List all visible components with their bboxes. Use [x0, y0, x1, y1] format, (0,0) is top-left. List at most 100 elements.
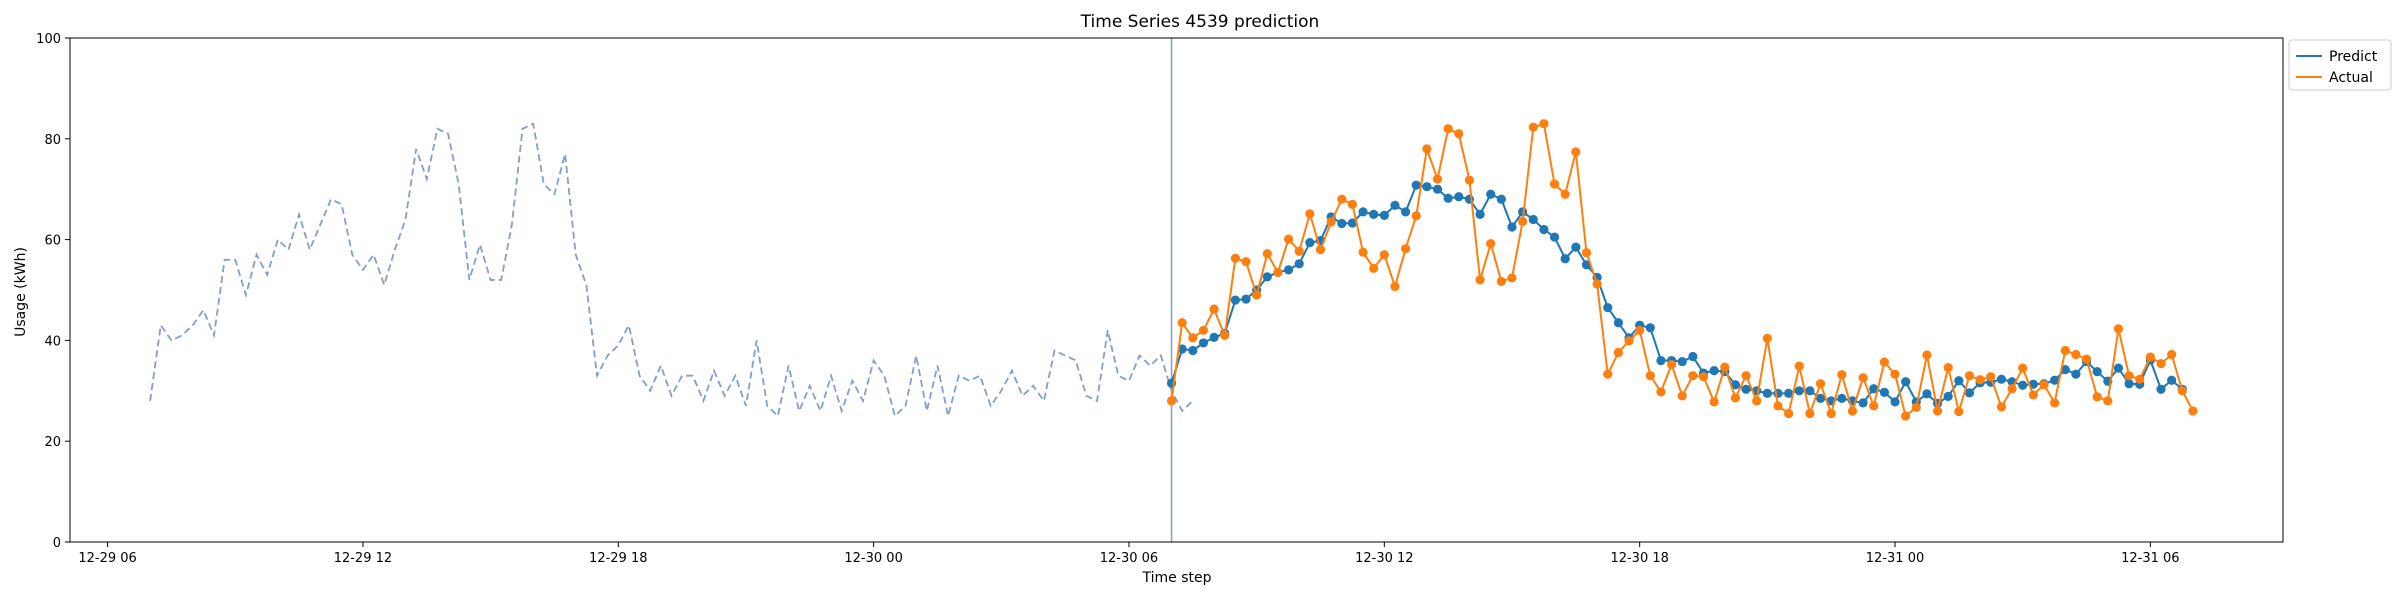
data-point-predict — [1358, 207, 1368, 217]
data-point-predict — [1294, 259, 1304, 269]
data-point-actual — [1932, 406, 1943, 416]
y-axis-ticks: 0 20 40 60 80 100 — [36, 32, 70, 551]
data-point-actual — [1422, 144, 1432, 154]
data-point-predict — [1241, 294, 1251, 304]
data-point-actual — [1528, 122, 1538, 132]
data-point-predict — [1528, 214, 1538, 225]
data-point-actual — [1401, 244, 1411, 254]
data-point-predict — [1475, 209, 1485, 219]
data-point-actual — [1166, 396, 1177, 406]
data-point-predict — [1549, 232, 1560, 242]
data-point-actual — [2039, 380, 2049, 390]
data-point-actual — [1752, 396, 1762, 406]
data-point-actual — [1188, 333, 1198, 343]
data-point-predict — [1922, 389, 1932, 399]
data-point-actual — [1656, 387, 1666, 397]
data-point-predict — [2167, 375, 2177, 385]
data-point-predict — [2124, 379, 2134, 389]
data-point-actual — [1709, 397, 1719, 407]
y-tick-label: 0 — [53, 536, 61, 551]
data-point-actual — [1986, 372, 1996, 382]
data-point-predict — [1964, 388, 1975, 398]
data-point-actual — [1464, 175, 1475, 185]
data-point-actual — [1283, 234, 1294, 244]
data-point-actual — [1305, 209, 1315, 219]
data-point-predict — [1496, 194, 1506, 204]
data-point-predict — [2060, 365, 2070, 375]
y-tick-label: 80 — [44, 133, 61, 148]
data-point-actual — [1432, 174, 1443, 184]
data-point-actual — [2145, 352, 2155, 362]
data-point-actual — [2071, 349, 2081, 360]
x-tick-label: 12-31 00 — [1866, 551, 1924, 566]
plot-area — [149, 38, 2198, 542]
data-point-actual — [1784, 408, 1794, 419]
data-point-actual — [2028, 390, 2038, 400]
data-point-predict — [2018, 380, 2028, 390]
data-point-predict — [1656, 355, 1666, 366]
data-point-actual — [1230, 253, 1240, 263]
data-point-actual — [1443, 124, 1453, 134]
x-tick-label: 12-30 12 — [1355, 551, 1413, 566]
data-point-actual — [1677, 391, 1687, 401]
data-point-actual — [1954, 406, 1964, 417]
x-tick-label: 12-29 18 — [589, 551, 647, 566]
data-point-predict — [1709, 366, 1719, 376]
data-point-predict — [1879, 387, 1889, 397]
data-point-actual — [1603, 369, 1613, 379]
data-point-predict — [1762, 388, 1772, 398]
data-point-actual — [1220, 330, 1230, 340]
data-point-predict — [2071, 369, 2081, 379]
y-axis-label: Usage (kWh) — [13, 247, 29, 337]
data-point-actual — [1326, 217, 1336, 227]
history-line — [149, 122, 1194, 418]
data-point-predict — [1794, 386, 1804, 396]
data-point-actual — [1613, 347, 1623, 358]
data-point-predict — [1954, 376, 1964, 386]
data-point-actual — [1379, 250, 1389, 260]
data-point-predict — [1560, 254, 1570, 264]
data-point-predict — [1347, 218, 1358, 228]
data-point-predict — [1901, 377, 1911, 387]
data-point-predict — [1230, 295, 1240, 305]
data-point-predict — [1603, 303, 1613, 313]
data-point-actual — [2167, 349, 2177, 360]
data-point-actual — [1273, 267, 1283, 277]
data-point-predict — [1677, 356, 1687, 367]
data-point-predict — [1401, 207, 1411, 217]
data-point-actual — [1688, 371, 1698, 381]
data-point-actual — [1358, 247, 1368, 257]
data-point-predict — [1198, 338, 1209, 348]
x-axis-label: Time step — [1142, 570, 1212, 586]
y-tick-label: 60 — [44, 234, 61, 249]
data-point-predict — [1869, 384, 1879, 394]
x-tick-label: 12-30 18 — [1610, 551, 1668, 566]
data-point-predict — [1730, 380, 1741, 390]
data-point-actual — [1720, 362, 1730, 372]
chart-title: Time Series 4539 prediction — [1080, 12, 1320, 32]
data-point-actual — [1847, 406, 1858, 416]
data-point-actual — [1454, 129, 1464, 139]
data-point-actual — [1826, 408, 1836, 419]
data-point-predict — [1890, 397, 1900, 407]
data-point-predict — [1943, 391, 1953, 401]
data-point-actual — [2113, 324, 2124, 334]
data-point-predict — [1209, 332, 1219, 342]
data-point-actual — [2124, 371, 2134, 381]
data-point-predict — [1454, 192, 1464, 202]
data-point-actual — [1560, 189, 1570, 199]
data-point-actual — [2060, 345, 2070, 356]
data-point-actual — [1496, 276, 1506, 287]
data-point-predict — [1262, 272, 1272, 282]
data-point-actual — [1943, 363, 1953, 373]
data-point-actual — [1975, 375, 1985, 385]
data-point-actual — [1773, 401, 1783, 411]
data-point-actual — [1518, 216, 1528, 227]
legend: Predict Actual — [2288, 39, 2392, 91]
legend-label-actual: Actual — [2329, 70, 2373, 86]
data-point-actual — [1507, 273, 1517, 283]
data-point-predict — [1837, 393, 1847, 403]
data-point-actual — [2188, 406, 2198, 416]
data-point-actual — [2092, 392, 2102, 402]
